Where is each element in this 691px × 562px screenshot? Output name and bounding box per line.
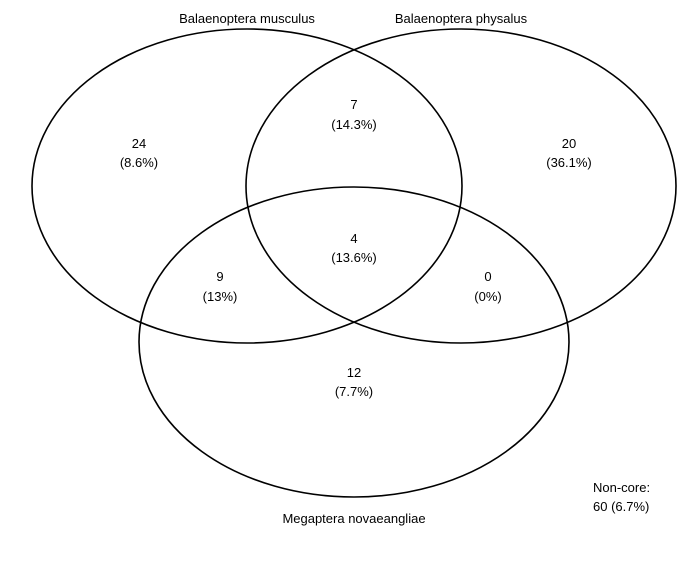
region-b-only-percent: (36.1%) xyxy=(546,155,592,170)
region-abc-count: 4 xyxy=(350,231,357,246)
region-bc-count: 0 xyxy=(484,269,491,284)
set-c-circle xyxy=(138,186,570,498)
region-ab-count: 7 xyxy=(350,97,357,112)
set-a-circle xyxy=(31,28,463,344)
region-c-only-count: 12 xyxy=(347,365,361,380)
region-a-only-count: 24 xyxy=(132,136,146,151)
region-a-only-percent: (8.6%) xyxy=(120,155,158,170)
set-b-label: Balaenoptera physalus xyxy=(395,11,528,26)
region-ac-percent: (13%) xyxy=(203,289,238,304)
region-abc-percent: (13.6%) xyxy=(331,250,377,265)
non-core-value: 60 (6.7%) xyxy=(593,499,649,514)
region-b-only-count: 20 xyxy=(562,136,576,151)
set-a-label: Balaenoptera musculus xyxy=(179,11,315,26)
set-b-circle xyxy=(245,28,677,344)
region-bc-percent: (0%) xyxy=(474,289,501,304)
region-c-only-percent: (7.7%) xyxy=(335,384,373,399)
non-core-label: Non-core: xyxy=(593,480,650,495)
set-c-label: Megaptera novaeangliae xyxy=(282,511,425,526)
region-ac-count: 9 xyxy=(216,269,223,284)
region-ab-percent: (14.3%) xyxy=(331,117,377,132)
